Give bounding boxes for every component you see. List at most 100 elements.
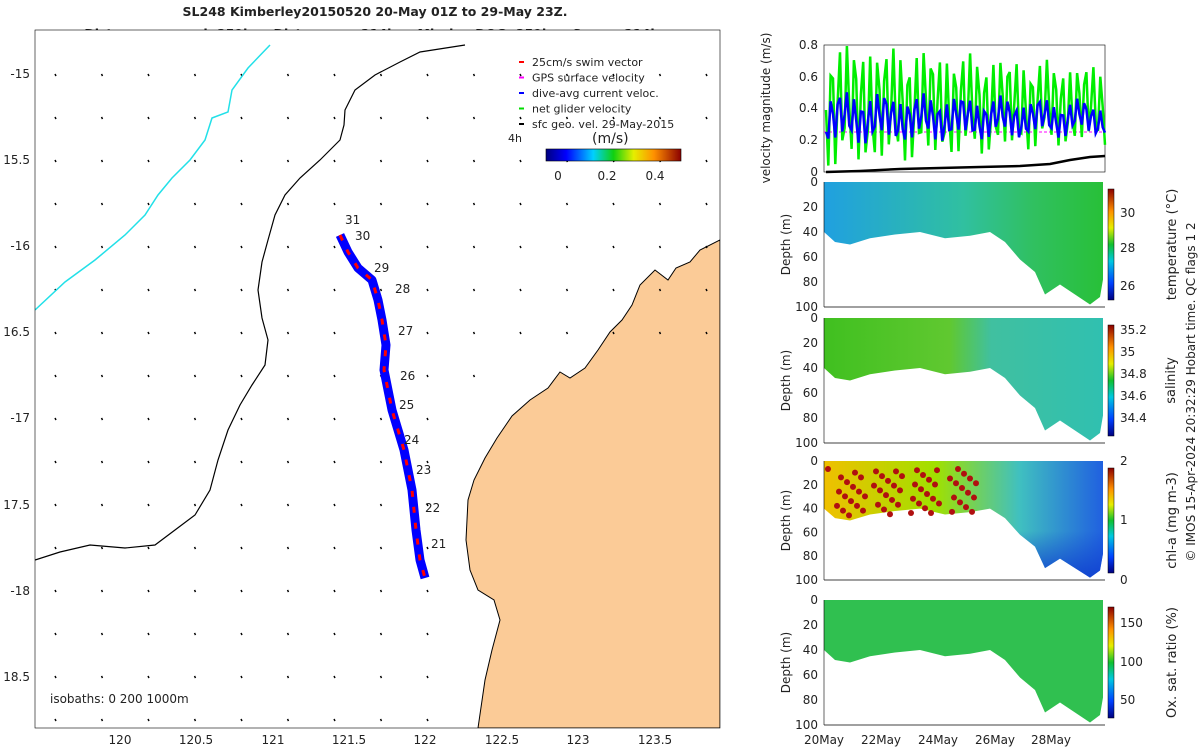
velocity-arrow <box>472 202 476 206</box>
velocity-arrow <box>54 374 57 378</box>
velocity-arrow <box>100 460 104 464</box>
latitude-tick: 16.5 <box>3 325 30 339</box>
day-label: 22 <box>425 501 440 515</box>
velocity-arrow <box>333 546 336 550</box>
depth-tick: 80 <box>803 693 818 707</box>
oxygen-panel[interactable]: 0 20 40 60 80 100 Depth (m) 50 100 150 Ox. sat. ra… <box>779 593 1180 732</box>
velocity-arrow <box>519 116 522 120</box>
date-tick: 26May <box>975 733 1015 747</box>
salinity-section <box>824 318 1103 441</box>
velocity-arrow <box>612 202 615 206</box>
land-mass <box>465 239 720 728</box>
chla-panel[interactable]: 0 20 40 60 80 100 Depth (m) 0 1 2 chl-a (mg m-3) <box>779 454 1180 587</box>
temperature-panel[interactable]: 0 20 40 60 80 100 Depth (m) 26 28 30 temperature (… <box>779 175 1180 314</box>
chla-sample <box>881 506 887 513</box>
date-tick: 20May <box>804 733 844 747</box>
velocity-arrow <box>379 675 383 679</box>
velocity-arrow <box>193 589 197 593</box>
velocity-panel[interactable]: 0 0.2 0.4 0.6 0.8 velocity magnitude (m/s) <box>759 33 1107 184</box>
velocity-arrow <box>565 331 569 335</box>
colorbar-title: (m/s) <box>592 131 629 147</box>
legend-item: GPS surface velocity <box>532 72 645 85</box>
depth-tick: 0 <box>810 311 818 325</box>
chla-sample <box>862 493 868 500</box>
depth-tick: 20 <box>803 618 818 632</box>
day-label: 23 <box>416 463 431 477</box>
velocity-arrow <box>286 675 290 679</box>
velocity-arrow <box>379 245 383 249</box>
latitude-tick: -16 <box>10 239 30 253</box>
depth-tick: 40 <box>803 502 818 516</box>
velocity-arrow <box>519 73 522 77</box>
velocity-arrow <box>286 417 290 421</box>
chla-sample <box>895 501 901 508</box>
velocity-arrow <box>472 288 476 292</box>
velocity-arrow <box>519 245 522 249</box>
velocity-arrow <box>54 632 57 636</box>
longitude-tick: 122.5 <box>485 733 519 747</box>
velocity-arrow <box>519 202 522 206</box>
depth-axis-label: Depth (m) <box>779 214 793 275</box>
colorbar-tick: 34.8 <box>1120 367 1147 381</box>
chla-sample <box>885 477 891 484</box>
salinity-panel[interactable]: 0 20 40 60 80 100 Depth (m) 34.4 34.6 34.8 35 35.2 s… <box>779 311 1179 450</box>
velocity-arrow <box>100 675 104 679</box>
temperature-section <box>824 182 1103 305</box>
colorbar-tick: 26 <box>1120 279 1135 293</box>
legend-item: 25cm/s swim vector <box>532 56 643 69</box>
velocity-ylabel: velocity magnitude (m/s) <box>759 33 773 184</box>
velocity-arrow <box>193 374 197 378</box>
longitude-tick: 123 <box>567 733 590 747</box>
colorbar-tick: 50 <box>1120 693 1135 707</box>
day-label: 25 <box>399 398 414 412</box>
velocity-arrow <box>658 116 662 120</box>
chla-sample <box>842 493 848 500</box>
velocity-arrow <box>612 288 615 292</box>
velocity-arrow <box>333 718 336 722</box>
velocity-arrow <box>705 288 708 292</box>
chla-sample <box>852 469 858 476</box>
colorbar-tick: 2 <box>1120 454 1128 468</box>
legend-item: net glider velocity <box>532 103 632 116</box>
velocity-arrow <box>426 675 429 679</box>
chla-sample <box>920 471 926 478</box>
chla-sample <box>836 488 842 495</box>
velocity-arrow <box>472 374 476 378</box>
longitude-tick: 120.5 <box>179 733 213 747</box>
velocity-arrow <box>286 331 290 335</box>
velocity-arrow <box>147 546 150 550</box>
chla-sample <box>949 508 955 515</box>
velocity-arrow <box>240 718 243 722</box>
chla-sample <box>873 468 879 475</box>
colorbar-tick: 30 <box>1120 206 1135 220</box>
map-panel[interactable]: 31 30 29 28 27 26 25 24 23 22 21 isobaths: 0 200 1… <box>3 29 721 747</box>
colorbar-tick: 34.6 <box>1120 389 1147 403</box>
colorbar-label: chl-a (mg m-3) <box>1165 472 1180 569</box>
velocity-arrow <box>333 159 336 163</box>
velocity-arrow <box>240 245 243 249</box>
legend-item: sfc geo. vel. 29-May-2015 <box>532 118 674 131</box>
velocity-arrow <box>426 718 429 722</box>
chla-sample <box>844 479 850 486</box>
colorbar-tick: 1 <box>1120 513 1128 527</box>
velocity-arrow <box>426 589 429 593</box>
velocity-arrow <box>333 116 336 120</box>
chla-sample <box>928 510 934 517</box>
depth-tick: 60 <box>803 525 818 539</box>
chla-sample <box>856 488 862 495</box>
chla-sample <box>858 474 864 481</box>
velocity-arrow <box>147 202 150 206</box>
velocity-arrow <box>658 73 662 77</box>
velocity-arrow <box>286 245 290 249</box>
velocity-arrow <box>100 116 104 120</box>
velocity-arrow <box>612 245 615 249</box>
velocity-arrow <box>519 159 522 163</box>
chla-sample <box>887 511 893 518</box>
velocity-arrow <box>100 546 104 550</box>
velocity-arrow <box>147 589 150 593</box>
velocity-arrow <box>240 417 243 421</box>
depth-tick: 80 <box>803 275 818 289</box>
velocity-arrow <box>54 718 57 722</box>
velocity-tick: 0.4 <box>799 101 818 115</box>
